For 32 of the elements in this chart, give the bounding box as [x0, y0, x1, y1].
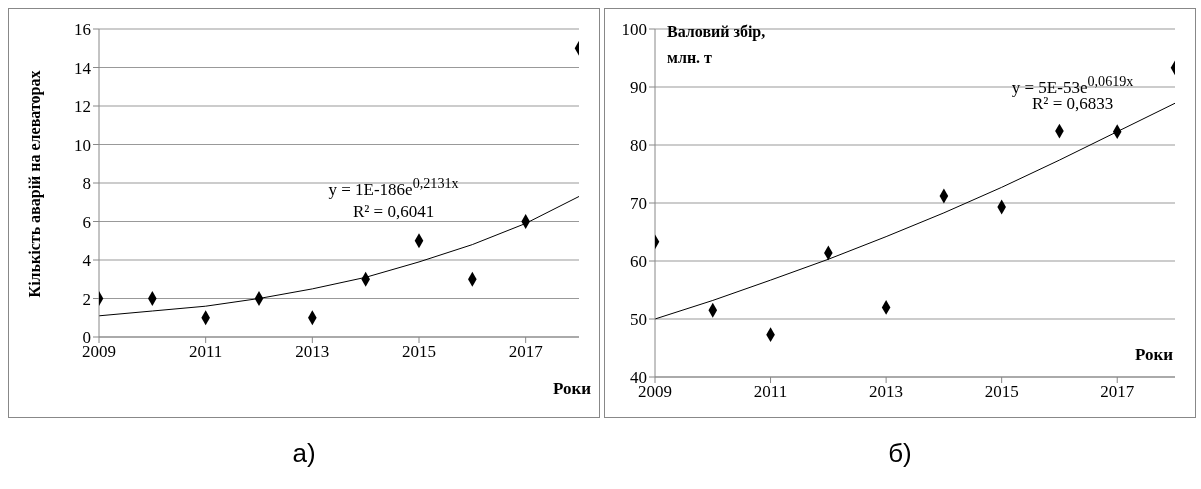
- x-tick-label: 2015: [984, 382, 1019, 402]
- annotation: R² = 0,6041: [352, 201, 435, 224]
- y-tick-label: 70: [630, 194, 647, 214]
- text: б): [887, 438, 913, 469]
- x-tick-label: 2013: [295, 342, 330, 362]
- y-tick-label: 80: [630, 136, 647, 156]
- x-axis-title: Роки: [552, 379, 591, 399]
- y-tick-label: 2: [82, 289, 91, 309]
- y-tick-label: 60: [630, 252, 647, 272]
- x-tick-label: 2011: [753, 382, 788, 402]
- x-tick-label: 2009: [638, 382, 672, 402]
- y-tick-label: 16: [74, 20, 91, 40]
- x-tick-label: 2011: [188, 342, 223, 362]
- y-tick-label: 8: [82, 174, 91, 194]
- y-tick-label: 90: [630, 78, 647, 98]
- annotation: y = 1E-186e$^{0,2131x}$: [328, 174, 459, 201]
- y-tick-label: 10: [74, 135, 91, 155]
- x-tick-label: 2015: [402, 342, 436, 362]
- x-tick-label: 2009: [82, 342, 116, 362]
- x-tick-label: 2017: [508, 342, 544, 362]
- text: а): [291, 438, 317, 469]
- y-tick-label: 100: [621, 20, 647, 40]
- y-tick-label: 50: [630, 310, 647, 330]
- y-tick-label: 4: [82, 251, 92, 271]
- y-tick-label: 14: [74, 58, 92, 78]
- x-axis-title: Роки: [1134, 345, 1173, 365]
- y-tick-label: 12: [74, 97, 91, 117]
- y-tick-label: 6: [82, 212, 91, 232]
- x-tick-label: 2017: [1100, 382, 1135, 402]
- y-axis-title: Валовий збір, млн. т: [667, 22, 767, 68]
- y-axis-title: Кількість аварій на елеваторах: [26, 70, 44, 298]
- x-tick-label: 2013: [869, 382, 904, 402]
